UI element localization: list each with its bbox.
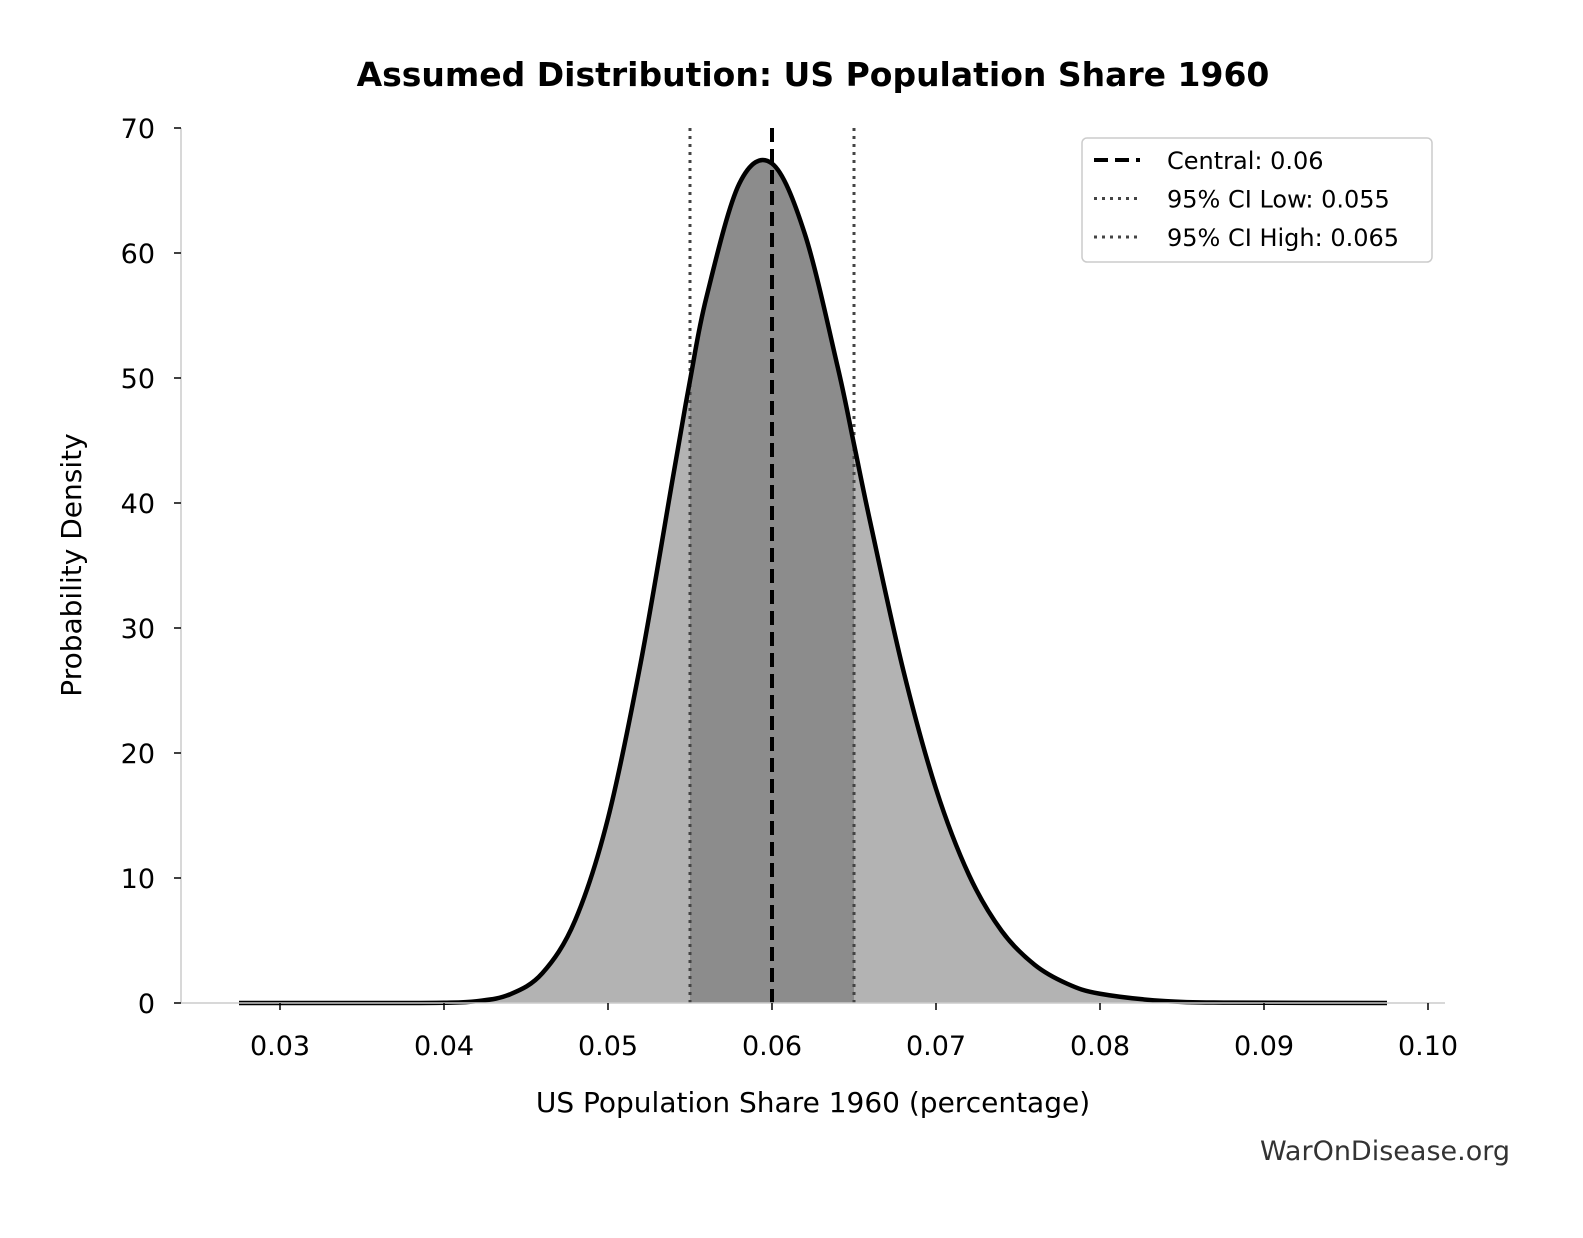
x-tick-label: 0.06 xyxy=(742,1031,802,1062)
y-axis-label: Probability Density xyxy=(55,433,88,696)
x-tick-label: 0.05 xyxy=(578,1031,638,1062)
y-tick-label: 50 xyxy=(121,364,155,395)
legend: Central: 0.06 95% CI Low: 0.055 95% CI Hig… xyxy=(1081,137,1433,263)
y-tick-label: 20 xyxy=(121,739,155,770)
x-axis-label: US Population Share 1960 (percentage) xyxy=(536,1086,1090,1119)
chart-title: Assumed Distribution: US Population Shar… xyxy=(357,55,1270,94)
x-tick-label: 0.08 xyxy=(1070,1031,1130,1062)
x-tick-label: 0.03 xyxy=(250,1031,310,1062)
y-tick-label: 40 xyxy=(121,489,155,520)
legend-entry: 95% CI Low: 0.055 xyxy=(1167,186,1390,214)
watermark: WarOnDisease.org xyxy=(1260,1136,1510,1167)
x-tick-label: 0.04 xyxy=(414,1031,474,1062)
legend-entry: 95% CI High: 0.065 xyxy=(1167,224,1399,252)
x-tick-label: 0.07 xyxy=(906,1031,966,1062)
density-curve xyxy=(238,157,1388,1006)
y-tick-label: 60 xyxy=(121,239,155,270)
legend-entry: Central: 0.06 xyxy=(1167,147,1324,175)
x-tick-label: 0.10 xyxy=(1398,1031,1458,1062)
legend-box xyxy=(1081,137,1433,263)
plot-area: 0.03 0.04 0.05 0.06 0.07 0.08 0.09 0.10 0 10 20 30 4… xyxy=(121,114,1458,1062)
y-tick-label: 10 xyxy=(121,864,155,895)
y-tick-label: 0 xyxy=(138,989,155,1020)
x-tick-label: 0.09 xyxy=(1234,1031,1294,1062)
y-tick-label: 70 xyxy=(121,114,155,145)
y-tick-label: 30 xyxy=(121,614,155,645)
